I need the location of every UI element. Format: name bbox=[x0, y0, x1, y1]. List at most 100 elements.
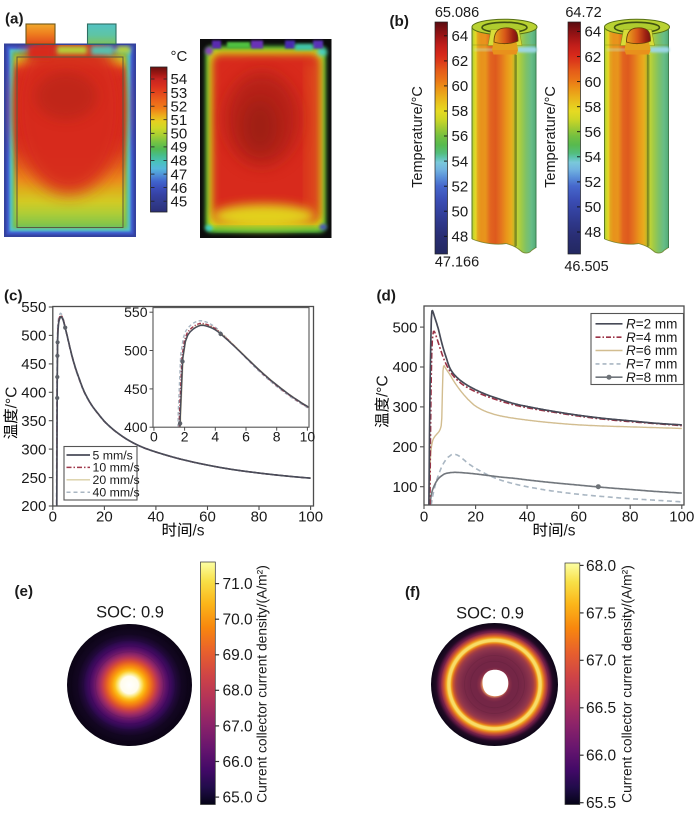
svg-text:100: 100 bbox=[392, 479, 417, 496]
svg-text:/s: /s bbox=[193, 523, 205, 540]
svg-text:52: 52 bbox=[452, 178, 469, 195]
svg-text:54: 54 bbox=[452, 153, 469, 170]
svg-text:°C: °C bbox=[170, 48, 187, 65]
svg-text:250: 250 bbox=[21, 470, 46, 487]
svg-text:500: 500 bbox=[392, 319, 417, 336]
svg-text:10: 10 bbox=[300, 429, 316, 445]
svg-text:5 mm/s: 5 mm/s bbox=[93, 448, 133, 462]
svg-text:0: 0 bbox=[49, 509, 57, 526]
svg-text:46: 46 bbox=[171, 180, 188, 197]
svg-text:R=2 mm: R=2 mm bbox=[626, 317, 677, 332]
svg-text:8: 8 bbox=[273, 429, 281, 445]
svg-text:66.5: 66.5 bbox=[586, 700, 616, 717]
svg-text:68.0: 68.0 bbox=[586, 558, 617, 575]
svg-text:48: 48 bbox=[585, 224, 602, 241]
svg-text:450: 450 bbox=[124, 381, 148, 397]
svg-text:48: 48 bbox=[171, 153, 188, 170]
svg-text:49: 49 bbox=[171, 139, 188, 156]
svg-text:54: 54 bbox=[171, 71, 188, 88]
svg-text:/°C: /°C bbox=[375, 375, 392, 397]
svg-text:R=7 mm: R=7 mm bbox=[626, 357, 677, 372]
svg-text:450: 450 bbox=[21, 356, 46, 373]
svg-text:64: 64 bbox=[452, 28, 469, 45]
svg-text:R=6 mm: R=6 mm bbox=[626, 343, 677, 358]
svg-text:300: 300 bbox=[21, 441, 46, 458]
svg-text:46.505: 46.505 bbox=[564, 259, 608, 275]
svg-text:47.166: 47.166 bbox=[435, 255, 479, 271]
svg-text:60: 60 bbox=[585, 74, 602, 91]
svg-text:400: 400 bbox=[124, 419, 148, 435]
svg-text:200: 200 bbox=[392, 439, 417, 456]
svg-text:500: 500 bbox=[124, 342, 148, 358]
svg-text:70.0: 70.0 bbox=[223, 612, 254, 629]
svg-text:65.0: 65.0 bbox=[223, 790, 254, 807]
svg-text:300: 300 bbox=[392, 399, 417, 416]
svg-text:100: 100 bbox=[669, 509, 694, 526]
svg-text:58: 58 bbox=[585, 99, 602, 116]
svg-text:0: 0 bbox=[420, 509, 428, 526]
svg-text:20: 20 bbox=[467, 509, 484, 526]
svg-text:20 mm/s: 20 mm/s bbox=[93, 473, 140, 487]
svg-text:67.0: 67.0 bbox=[586, 653, 617, 670]
svg-text:SOC: 0.9: SOC: 0.9 bbox=[96, 604, 164, 622]
svg-text:68.0: 68.0 bbox=[223, 683, 254, 700]
svg-text:Current collector current dens: Current collector current density/(A/m²) bbox=[620, 565, 635, 803]
svg-text:62: 62 bbox=[585, 49, 602, 66]
svg-text:(d): (d) bbox=[377, 288, 396, 305]
svg-text:64: 64 bbox=[585, 24, 602, 41]
svg-text:60: 60 bbox=[570, 509, 587, 526]
svg-text:56: 56 bbox=[452, 128, 469, 145]
svg-text:(e): (e) bbox=[15, 583, 34, 600]
svg-text:SOC: 0.9: SOC: 0.9 bbox=[456, 605, 524, 623]
svg-text:350: 350 bbox=[21, 413, 46, 430]
svg-text:60: 60 bbox=[452, 78, 469, 95]
svg-text:Current collector current dens: Current collector current density/(A/m²) bbox=[255, 565, 270, 803]
svg-text:67.5: 67.5 bbox=[586, 605, 616, 622]
svg-text:100: 100 bbox=[298, 509, 323, 526]
svg-text:47: 47 bbox=[171, 166, 188, 183]
svg-text:65.086: 65.086 bbox=[435, 5, 479, 21]
svg-text:10 mm/s: 10 mm/s bbox=[93, 461, 140, 475]
svg-text:400: 400 bbox=[392, 359, 417, 376]
svg-text:58: 58 bbox=[452, 103, 469, 120]
svg-text:64.72: 64.72 bbox=[565, 5, 601, 21]
svg-text:52: 52 bbox=[171, 98, 188, 115]
svg-text:80: 80 bbox=[251, 509, 268, 526]
svg-text:52: 52 bbox=[585, 174, 602, 191]
svg-text:(c): (c) bbox=[4, 288, 23, 305]
svg-text:40: 40 bbox=[148, 509, 165, 526]
svg-text:48: 48 bbox=[452, 229, 469, 246]
svg-text:400: 400 bbox=[21, 385, 46, 402]
svg-text:(a): (a) bbox=[5, 11, 24, 28]
svg-text:/°C: /°C bbox=[3, 387, 20, 409]
svg-text:66.0: 66.0 bbox=[586, 748, 617, 765]
svg-text:50: 50 bbox=[452, 203, 469, 220]
svg-text:71.0: 71.0 bbox=[223, 576, 254, 593]
svg-text:Temperature/°C: Temperature/°C bbox=[543, 86, 559, 188]
svg-text:67.0: 67.0 bbox=[223, 718, 254, 735]
svg-text:4: 4 bbox=[211, 429, 219, 445]
svg-text:550: 550 bbox=[21, 299, 46, 316]
svg-text:R=8 mm: R=8 mm bbox=[626, 370, 677, 385]
svg-text:62: 62 bbox=[452, 53, 469, 70]
svg-text:53: 53 bbox=[171, 85, 188, 102]
svg-text:50: 50 bbox=[585, 199, 602, 216]
svg-text:45: 45 bbox=[171, 193, 188, 210]
svg-text:/s: /s bbox=[564, 523, 576, 540]
svg-text:500: 500 bbox=[21, 328, 46, 345]
svg-text:60: 60 bbox=[199, 509, 216, 526]
svg-text:550: 550 bbox=[124, 304, 148, 320]
svg-text:6: 6 bbox=[242, 429, 250, 445]
svg-text:(b): (b) bbox=[390, 13, 409, 30]
svg-text:0: 0 bbox=[150, 429, 158, 445]
svg-text:40 mm/s: 40 mm/s bbox=[93, 486, 140, 500]
svg-text:200: 200 bbox=[21, 498, 46, 515]
svg-text:40: 40 bbox=[519, 509, 536, 526]
svg-text:20: 20 bbox=[96, 509, 113, 526]
svg-text:69.0: 69.0 bbox=[223, 647, 254, 664]
svg-text:(f): (f) bbox=[405, 584, 420, 601]
svg-text:65.5: 65.5 bbox=[586, 795, 616, 811]
svg-text:51: 51 bbox=[171, 112, 188, 129]
svg-text:66.0: 66.0 bbox=[223, 754, 254, 771]
svg-text:Temperature/°C: Temperature/°C bbox=[410, 86, 426, 188]
